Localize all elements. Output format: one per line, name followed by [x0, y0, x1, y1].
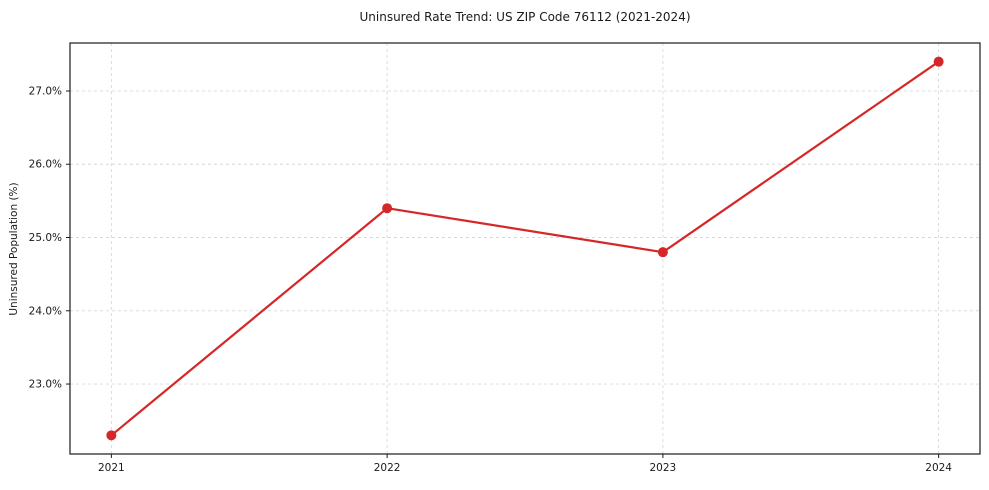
- data-point-marker: [382, 203, 393, 214]
- y-tick-label: 27.0%: [29, 85, 62, 97]
- chart-title: Uninsured Rate Trend: US ZIP Code 76112 …: [359, 10, 691, 24]
- trend-line: [110, 60, 940, 437]
- x-tick-label: 2021: [98, 462, 125, 474]
- y-tick-label: 23.0%: [29, 379, 62, 391]
- y-tick-label: 26.0%: [29, 159, 62, 171]
- x-tick-label: 2023: [650, 462, 677, 474]
- y-tick-label: 25.0%: [29, 232, 62, 244]
- plot-border: [69, 42, 981, 455]
- data-point-marker: [933, 56, 944, 67]
- y-tick-label: 24.0%: [29, 305, 62, 317]
- x-tick-label: 2022: [374, 462, 401, 474]
- y-axis-label: Uninsured Population (%): [8, 182, 20, 316]
- data-point-marker: [657, 247, 668, 258]
- x-tick-label: 2024: [925, 462, 952, 474]
- data-point-marker: [106, 430, 117, 441]
